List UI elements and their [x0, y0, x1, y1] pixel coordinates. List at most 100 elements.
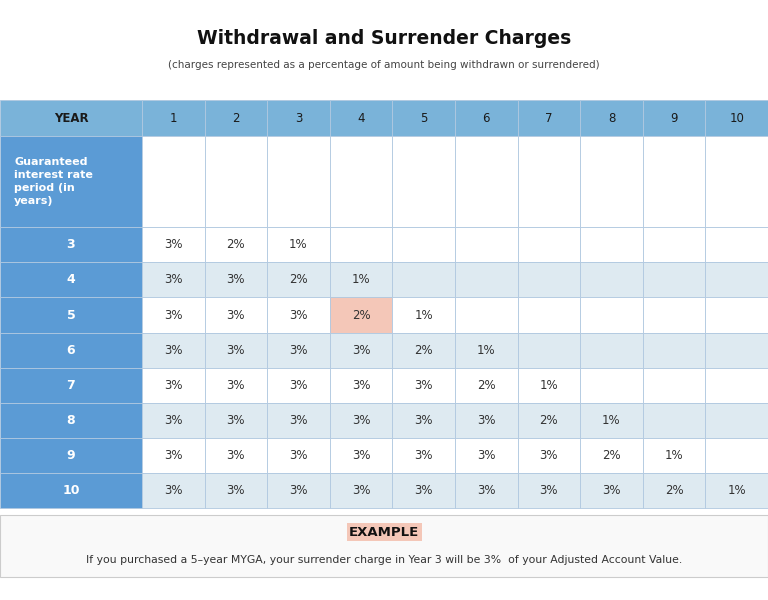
Bar [392, 473, 455, 508]
Text: 3%: 3% [227, 344, 245, 356]
Text: 3%: 3% [602, 484, 621, 497]
Bar [392, 262, 455, 298]
Bar [580, 403, 643, 438]
Bar [329, 403, 392, 438]
Text: 2%: 2% [415, 344, 433, 356]
Bar [329, 100, 392, 136]
Text: 3%: 3% [415, 449, 433, 462]
Text: 3%: 3% [477, 414, 495, 427]
Bar [0, 100, 142, 136]
Bar [204, 136, 267, 227]
Text: 1%: 1% [415, 308, 433, 322]
Bar [267, 227, 329, 262]
Bar [392, 136, 455, 227]
Bar [142, 100, 204, 136]
Bar [455, 332, 518, 368]
Bar [0, 227, 142, 262]
Bar [204, 438, 267, 473]
Bar [705, 262, 768, 298]
Bar [329, 262, 392, 298]
Bar [142, 473, 204, 508]
Bar [643, 438, 705, 473]
Text: 3%: 3% [352, 344, 370, 356]
Text: 1%: 1% [540, 379, 558, 392]
Bar [392, 100, 455, 136]
Bar [643, 227, 705, 262]
Bar [455, 136, 518, 227]
Text: 10: 10 [62, 484, 80, 497]
Bar [267, 100, 329, 136]
Bar [392, 438, 455, 473]
Text: 6: 6 [482, 112, 490, 125]
Bar [267, 332, 329, 368]
Text: 3%: 3% [540, 449, 558, 462]
Text: 3%: 3% [227, 379, 245, 392]
Bar [518, 403, 580, 438]
Bar [0, 403, 142, 438]
Text: 2%: 2% [227, 238, 245, 251]
Bar [705, 298, 768, 332]
Bar [0, 368, 142, 403]
Text: 3%: 3% [164, 238, 183, 251]
Text: 2%: 2% [602, 449, 621, 462]
Bar [267, 403, 329, 438]
Bar [204, 332, 267, 368]
Bar [643, 262, 705, 298]
Text: 5: 5 [67, 308, 75, 322]
Text: 2%: 2% [540, 414, 558, 427]
Bar [518, 473, 580, 508]
Bar [204, 227, 267, 262]
Text: 5: 5 [420, 112, 427, 125]
Text: 2%: 2% [665, 484, 684, 497]
Bar [455, 100, 518, 136]
Text: 6: 6 [67, 344, 75, 356]
Bar [580, 438, 643, 473]
Bar [643, 368, 705, 403]
Text: 4: 4 [357, 112, 365, 125]
Bar [705, 332, 768, 368]
Bar [267, 368, 329, 403]
Bar [518, 100, 580, 136]
Bar [392, 368, 455, 403]
Bar [643, 332, 705, 368]
Text: YEAR: YEAR [54, 112, 88, 125]
Bar [705, 368, 768, 403]
Bar [204, 403, 267, 438]
Text: 3%: 3% [415, 379, 433, 392]
Text: 8: 8 [67, 414, 75, 427]
Text: 7: 7 [67, 379, 75, 392]
Bar [204, 298, 267, 332]
Bar [705, 403, 768, 438]
Bar [0, 136, 142, 227]
Bar [0, 332, 142, 368]
Bar [329, 438, 392, 473]
Bar [705, 100, 768, 136]
Bar [455, 298, 518, 332]
Bar [705, 136, 768, 227]
Text: 2%: 2% [289, 274, 308, 286]
Bar [267, 473, 329, 508]
Text: 1%: 1% [352, 274, 370, 286]
Text: 9: 9 [670, 112, 678, 125]
Text: 3%: 3% [164, 344, 183, 356]
Text: 2%: 2% [477, 379, 495, 392]
Bar [204, 473, 267, 508]
Text: (charges represented as a percentage of amount being withdrawn or surrendered): (charges represented as a percentage of … [168, 61, 600, 70]
Bar [643, 298, 705, 332]
Bar [0, 515, 768, 577]
Bar [643, 403, 705, 438]
Text: Withdrawal and Surrender Charges: Withdrawal and Surrender Charges [197, 29, 571, 47]
Bar [0, 473, 142, 508]
Bar [455, 403, 518, 438]
Bar [705, 438, 768, 473]
Text: 3%: 3% [164, 414, 183, 427]
Text: 3%: 3% [415, 484, 433, 497]
Bar [142, 403, 204, 438]
Text: 3%: 3% [164, 379, 183, 392]
Text: 1%: 1% [602, 414, 621, 427]
Bar [392, 298, 455, 332]
Bar [580, 136, 643, 227]
Text: 10: 10 [730, 112, 744, 125]
Bar [580, 368, 643, 403]
Bar [204, 262, 267, 298]
